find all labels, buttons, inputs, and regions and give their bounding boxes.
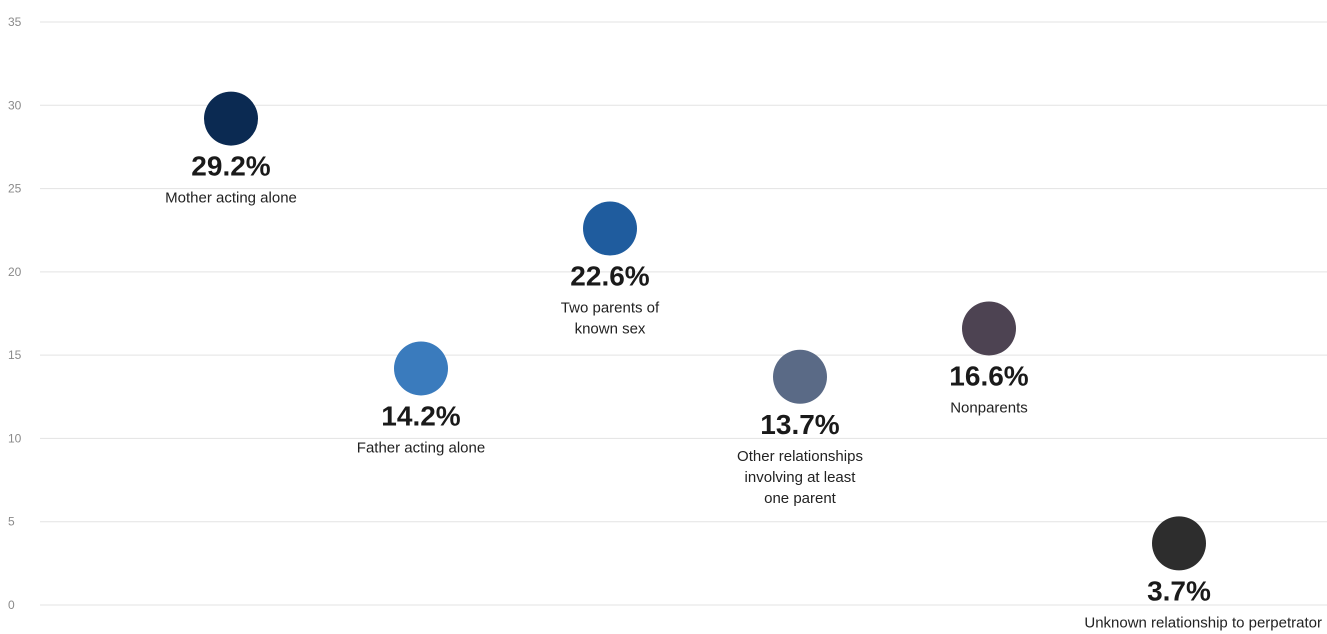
category-label: Father acting alone [357, 439, 485, 456]
category-label: Nonparents [950, 399, 1028, 416]
y-tick-label: 30 [8, 98, 22, 112]
category-label: Two parents of [561, 300, 660, 317]
data-value-label: 22.6% [570, 261, 649, 292]
data-point-marker [204, 91, 258, 146]
y-tick-label: 25 [8, 182, 22, 196]
data-point-group: 16.6% Nonparents [949, 301, 1029, 416]
category-label: involving at least [745, 469, 857, 486]
category-label: Mother acting alone [165, 190, 297, 207]
y-tick-label: 0 [8, 598, 15, 612]
y-tick-label: 15 [8, 348, 22, 362]
grid-lines [40, 21, 1327, 606]
data-point-marker [1152, 516, 1206, 571]
data-point-marker [394, 341, 448, 396]
data-value-label: 13.7% [760, 409, 839, 440]
data-point-group: 29.2% Mother acting alone [165, 91, 297, 207]
data-point-marker [773, 349, 827, 404]
y-tick-label: 20 [8, 265, 22, 279]
category-label: Unknown relationship to perpetrator [1084, 614, 1322, 631]
data-point-group: 22.6% Two parents of known sex [561, 201, 660, 338]
data-point-marker [962, 301, 1016, 356]
data-point-marker [583, 201, 637, 256]
data-points: 29.2% Mother acting alone 14.2% Father acti… [165, 91, 1322, 631]
data-value-label: 14.2% [381, 400, 460, 431]
data-point-group: 14.2% Father acting alone [357, 341, 485, 456]
data-value-label: 3.7% [1147, 575, 1211, 606]
category-label: Other relationships [737, 448, 863, 465]
data-value-label: 29.2% [191, 151, 270, 182]
category-label: known sex [575, 321, 646, 338]
data-point-group: 13.7% Other relationships involving at lea… [737, 349, 863, 507]
y-tick-label: 35 [8, 15, 22, 29]
y-tick-label: 10 [8, 431, 22, 445]
category-label: one parent [764, 490, 837, 507]
data-value-label: 16.6% [949, 360, 1028, 391]
y-tick-label: 5 [8, 515, 15, 529]
y-axis: 0 5 10 15 20 25 30 35 [8, 15, 22, 612]
data-point-group: 3.7% Unknown relationship to perpetrator [1084, 516, 1322, 631]
